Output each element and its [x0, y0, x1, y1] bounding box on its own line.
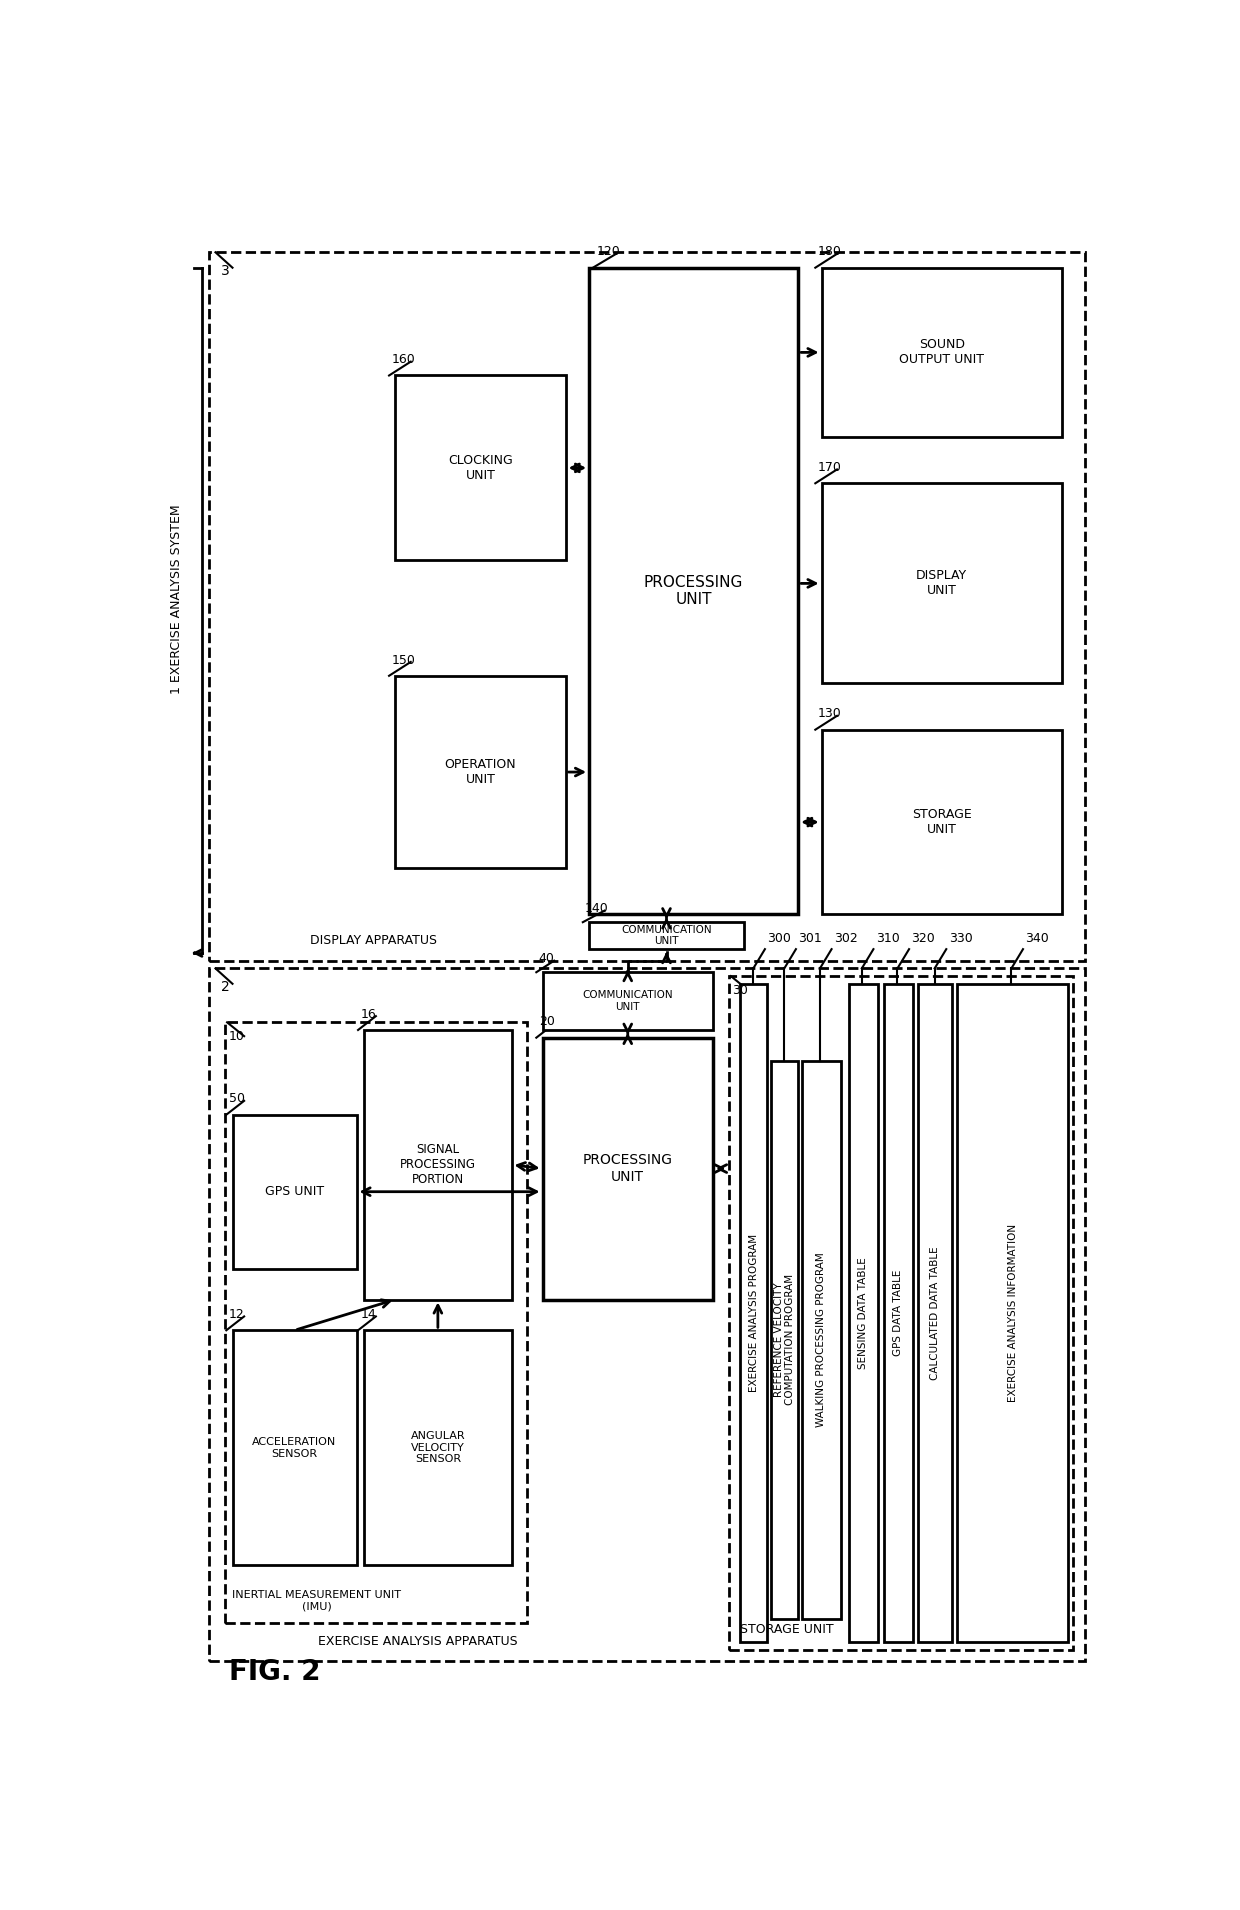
Text: 170: 170 — [817, 460, 842, 474]
Bar — [233, 1115, 357, 1268]
Text: ACCELERATION
SENSOR: ACCELERATION SENSOR — [253, 1436, 336, 1459]
Bar — [957, 984, 1068, 1643]
Bar — [396, 376, 565, 560]
Bar — [740, 984, 768, 1643]
Text: 140: 140 — [585, 902, 609, 915]
Bar — [729, 976, 1074, 1650]
Text: COMMUNICATION
UNIT: COMMUNICATION UNIT — [583, 989, 673, 1012]
Text: ANGULAR
VELOCITY
SENSOR: ANGULAR VELOCITY SENSOR — [410, 1431, 465, 1465]
Text: 160: 160 — [392, 353, 415, 367]
Text: PROCESSING
UNIT: PROCESSING UNIT — [583, 1154, 673, 1184]
Bar — [396, 676, 565, 869]
Bar — [848, 984, 878, 1643]
Text: EXERCISE ANALYSIS APPARATUS: EXERCISE ANALYSIS APPARATUS — [317, 1635, 517, 1648]
Text: PROCESSING
UNIT: PROCESSING UNIT — [644, 575, 743, 607]
Text: 20: 20 — [538, 1016, 554, 1028]
Text: 3: 3 — [221, 264, 229, 277]
Text: WALKING PROCESSING PROGRAM: WALKING PROCESSING PROGRAM — [816, 1253, 827, 1427]
Bar — [589, 267, 799, 915]
Bar — [919, 984, 952, 1643]
Text: 310: 310 — [875, 932, 899, 945]
Text: STORAGE UNIT: STORAGE UNIT — [740, 1624, 833, 1637]
Text: SENSING DATA TABLE: SENSING DATA TABLE — [858, 1257, 868, 1369]
Bar — [210, 252, 1085, 961]
Text: CALCULATED DATA TABLE: CALCULATED DATA TABLE — [930, 1245, 940, 1379]
Text: DISPLAY APPARATUS: DISPLAY APPARATUS — [310, 934, 436, 947]
Text: 130: 130 — [817, 707, 842, 720]
Bar — [543, 1037, 713, 1299]
Text: EXERCISE ANALYSIS PROGRAM: EXERCISE ANALYSIS PROGRAM — [749, 1234, 759, 1392]
Text: SIGNAL
PROCESSING
PORTION: SIGNAL PROCESSING PORTION — [399, 1144, 476, 1186]
Text: EXERCISE ANALYSIS INFORMATION: EXERCISE ANALYSIS INFORMATION — [1008, 1224, 1018, 1402]
Bar — [821, 267, 1061, 437]
Bar — [543, 972, 713, 1029]
Text: 330: 330 — [949, 932, 972, 945]
Bar — [821, 483, 1061, 684]
Text: 30: 30 — [733, 984, 748, 997]
Bar — [233, 1329, 357, 1564]
Bar — [210, 968, 1085, 1662]
Text: STORAGE
UNIT: STORAGE UNIT — [911, 808, 971, 837]
Bar — [589, 923, 744, 949]
Text: GPS DATA TABLE: GPS DATA TABLE — [893, 1270, 903, 1356]
Text: GPS UNIT: GPS UNIT — [265, 1186, 324, 1198]
Text: 2: 2 — [221, 980, 229, 993]
Text: 1 EXERCISE ANALYSIS SYSTEM: 1 EXERCISE ANALYSIS SYSTEM — [170, 504, 184, 693]
Text: INERTIAL MEASUREMENT UNIT
(IMU): INERTIAL MEASUREMENT UNIT (IMU) — [233, 1589, 402, 1612]
Text: 320: 320 — [911, 932, 935, 945]
Bar — [365, 1329, 511, 1564]
Text: 180: 180 — [817, 246, 842, 258]
Text: OPERATION
UNIT: OPERATION UNIT — [445, 758, 516, 787]
Text: 120: 120 — [596, 246, 620, 258]
Text: 302: 302 — [833, 932, 858, 945]
Bar — [821, 730, 1061, 915]
Text: DISPLAY
UNIT: DISPLAY UNIT — [916, 569, 967, 598]
Text: 12: 12 — [228, 1308, 244, 1322]
Text: 16: 16 — [361, 1008, 376, 1020]
Text: CLOCKING
UNIT: CLOCKING UNIT — [448, 455, 513, 481]
Text: 40: 40 — [538, 951, 554, 965]
Text: 340: 340 — [1025, 932, 1049, 945]
Text: COMMUNICATION
UNIT: COMMUNICATION UNIT — [621, 924, 712, 947]
Bar — [771, 1060, 799, 1620]
Text: FIG. 2: FIG. 2 — [228, 1658, 320, 1685]
Text: 300: 300 — [768, 932, 791, 945]
Text: 50: 50 — [228, 1093, 244, 1106]
Bar — [365, 1029, 511, 1299]
Bar — [802, 1060, 841, 1620]
Text: 301: 301 — [799, 932, 822, 945]
Bar — [224, 1022, 527, 1624]
Text: 150: 150 — [392, 653, 415, 667]
Text: 10: 10 — [228, 1029, 244, 1043]
Text: 14: 14 — [361, 1308, 376, 1322]
Text: SOUND
OUTPUT UNIT: SOUND OUTPUT UNIT — [899, 338, 985, 367]
Bar — [883, 984, 913, 1643]
Text: REFERENCE VELOCITY
COMPUTATION PROGRAM: REFERENCE VELOCITY COMPUTATION PROGRAM — [774, 1274, 796, 1406]
